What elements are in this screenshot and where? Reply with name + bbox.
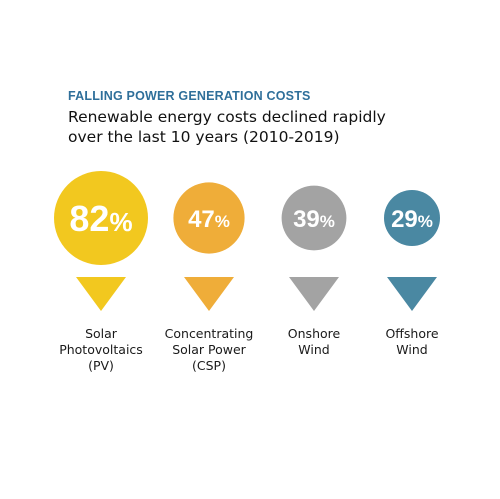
value-bubble — [384, 190, 440, 246]
value-bubble — [173, 182, 245, 254]
decrease-arrow — [184, 277, 234, 311]
category-label: Solar Photovoltaics (PV) — [41, 326, 161, 374]
chart-header: FALLING POWER GENERATION COSTS Renewable… — [68, 89, 398, 147]
category-label-line: Photovoltaics — [59, 342, 143, 357]
category-label-line: Concentrating — [164, 326, 254, 341]
category-label-line: Solar — [85, 326, 117, 341]
value-bubble — [54, 171, 148, 265]
category-label-line: (PV) — [88, 358, 114, 373]
data-label: 47% — [188, 206, 230, 233]
chart-title: Renewable energy costs declined rapidly … — [68, 108, 386, 146]
decrease-arrow — [387, 277, 437, 311]
category-label-line: Solar Power — [172, 342, 246, 357]
chart-kicker: FALLING POWER GENERATION COSTS — [68, 89, 311, 103]
category-label-line: Onshore — [287, 326, 341, 341]
data-label: 29% — [391, 206, 433, 233]
category-label: Onshore Wind — [254, 326, 374, 358]
category-label: Offshore Wind — [352, 326, 472, 358]
category-label-line: (CSP) — [192, 358, 226, 373]
category-label-line: Wind — [298, 342, 330, 357]
decrease-arrow — [289, 277, 339, 311]
decrease-arrow — [76, 277, 126, 311]
category-label-line: Offshore — [385, 326, 439, 341]
data-label: 82% — [69, 198, 132, 239]
category-label: Concentrating Solar Power (CSP) — [149, 326, 269, 374]
data-label: 39% — [293, 206, 335, 233]
value-bubble — [281, 185, 347, 251]
category-label-line: Wind — [396, 342, 428, 357]
